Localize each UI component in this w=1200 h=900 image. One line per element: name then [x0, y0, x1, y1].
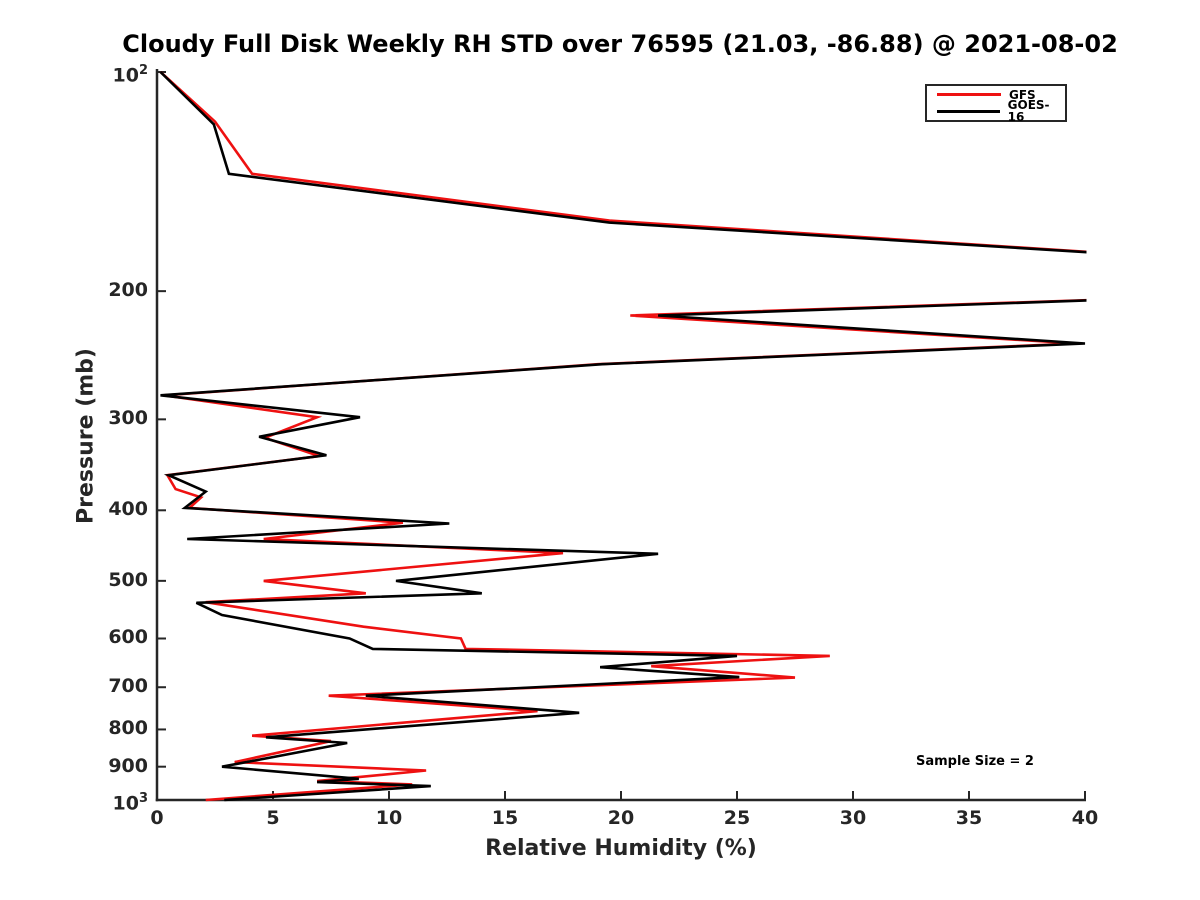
x-tick-label: 5: [266, 807, 280, 829]
y-tick-label: 700: [108, 675, 148, 698]
legend: GFS GOES-16: [925, 84, 1067, 123]
goes-16-line-swatch: [937, 109, 1000, 113]
chart-title: Cloudy Full Disk Weekly RH STD over 7659…: [122, 30, 1118, 58]
y-tick-label: 800: [108, 717, 148, 740]
legend-label-goes16: GOES-16: [1007, 98, 1050, 124]
y-tick-label: 200: [108, 279, 148, 302]
y-tick-label: 400: [108, 498, 148, 521]
y-tick-label: 300: [108, 407, 148, 430]
legend-item-gfs: GFS: [927, 88, 1065, 101]
x-tick-label: 40: [1071, 807, 1099, 829]
y-tick-label: 102: [112, 63, 149, 87]
legend-item-goes16: GOES-16: [927, 99, 1065, 123]
x-tick-label: 35: [955, 807, 983, 829]
x-tick-label: 10: [375, 807, 403, 829]
x-axis-label: Relative Humidity (%): [485, 836, 757, 861]
y-tick-label: 500: [108, 568, 148, 591]
y-tick-label: 900: [108, 754, 148, 777]
sample-size-annotation: Sample Size = 2: [916, 754, 1034, 769]
gfs-line: [159, 71, 1087, 802]
gfs-line-swatch: [937, 93, 1001, 96]
y-tick-label: 600: [108, 626, 148, 649]
x-tick-label: 30: [839, 807, 867, 829]
x-tick-label: 25: [723, 807, 751, 829]
goes-16-line: [159, 71, 1087, 802]
x-tick-label: 20: [607, 807, 635, 829]
y-tick-label: 103: [112, 791, 149, 815]
x-tick-label: 0: [150, 807, 164, 829]
x-tick-label: 15: [491, 807, 519, 829]
legend-label-gfs: GFS: [1009, 87, 1036, 102]
